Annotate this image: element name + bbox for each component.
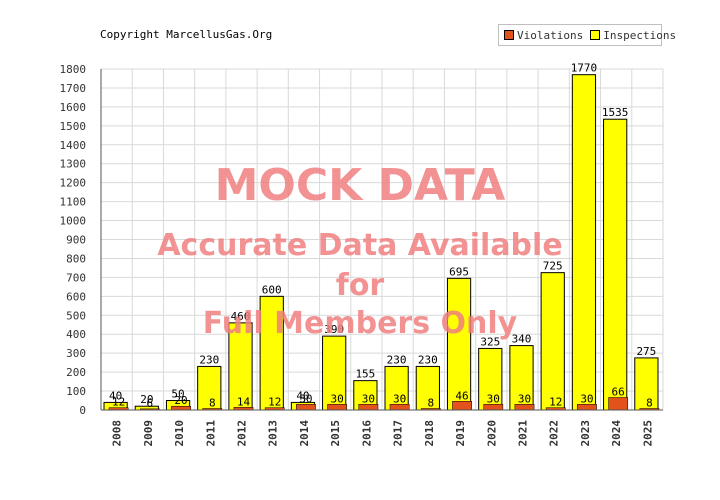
data-label-inspections: 230 <box>418 353 438 366</box>
data-label-inspections: 230 <box>387 353 407 366</box>
legend-swatch-inspections <box>590 30 601 40</box>
data-label-inspections: 50 <box>171 388 184 401</box>
legend-swatch-violations <box>504 30 514 40</box>
y-tick-label: 1500 <box>60 120 87 133</box>
data-label-violations: 46 <box>455 389 468 402</box>
data-label-inspections: 600 <box>262 283 282 296</box>
x-tick-label: 2008 <box>111 420 124 447</box>
y-tick-label: 1200 <box>60 177 87 190</box>
y-tick-label: 300 <box>66 347 86 360</box>
data-label-inspections: 275 <box>636 345 656 358</box>
data-label-inspections: 460 <box>231 310 251 323</box>
y-tick-label: 400 <box>66 328 86 341</box>
y-tick-label: 100 <box>66 385 86 398</box>
data-label-inspections: 1770 <box>571 62 598 75</box>
legend-item-violations: Violations <box>504 29 583 42</box>
data-label-violations: 12 <box>549 396 562 409</box>
data-label-violations: 20 <box>174 394 187 407</box>
data-label-inspections: 340 <box>512 333 532 346</box>
y-tick-label: 1700 <box>60 82 87 95</box>
bar-inspections <box>571 74 597 411</box>
x-tick-label: 2010 <box>173 420 186 447</box>
copyright-text: Copyright MarcellusGas.Org <box>100 28 273 41</box>
data-label-inspections: 695 <box>449 265 469 278</box>
legend-label-violations: Violations <box>517 28 584 42</box>
y-tick-label: 1100 <box>60 196 87 209</box>
data-label-violations: 30 <box>580 392 593 405</box>
y-tick-label: 800 <box>66 252 86 265</box>
x-tick-label: 2013 <box>267 420 280 447</box>
bar-inspections <box>540 272 565 411</box>
x-tick-label: 2017 <box>392 420 405 447</box>
data-label-inspections: 40 <box>296 389 309 402</box>
y-tick-label: 0 <box>79 404 86 417</box>
x-tick-label: 2016 <box>360 420 373 447</box>
y-tick-label: 700 <box>66 271 86 284</box>
x-tick-label: 2015 <box>329 420 342 447</box>
data-label-inspections: 20 <box>140 393 153 406</box>
data-label-violations: 66 <box>612 385 625 398</box>
x-tick-label: 2022 <box>548 420 561 447</box>
data-label-violations: 30 <box>331 392 344 405</box>
data-label-violations: 30 <box>393 392 406 405</box>
data-label-violations: 30 <box>518 392 531 405</box>
x-tick-label: 2018 <box>423 420 436 447</box>
data-label-inspections: 40 <box>109 389 122 402</box>
data-label-violations: 8 <box>428 396 435 409</box>
y-tick-label: 1000 <box>60 215 87 228</box>
bar-violations <box>452 401 472 411</box>
x-tick-label: 2024 <box>610 420 623 447</box>
legend-item-inspections: Inspections <box>590 29 676 42</box>
data-label-inspections: 1535 <box>602 106 629 119</box>
x-tick-label: 2025 <box>641 420 654 447</box>
bar-violations <box>608 397 629 411</box>
data-label-inspections: 325 <box>480 335 500 348</box>
y-tick-label: 1300 <box>60 158 87 171</box>
x-tick-label: 2021 <box>517 420 530 447</box>
bar-inspections <box>259 295 284 411</box>
x-tick-label: 2023 <box>579 420 592 447</box>
data-label-violations: 30 <box>299 392 312 405</box>
data-label-violations: 30 <box>487 392 500 405</box>
data-label-violations: 12 <box>268 396 281 409</box>
y-tick-label: 200 <box>66 366 86 379</box>
data-label-violations: 12 <box>112 396 125 409</box>
y-tick-label: 500 <box>66 309 86 322</box>
data-label-inspections: 155 <box>355 368 375 381</box>
y-tick-label: 1600 <box>60 101 87 114</box>
x-tick-label: 2009 <box>142 420 155 447</box>
data-label-inspections: 230 <box>199 353 219 366</box>
data-label-inspections: 390 <box>324 323 344 336</box>
y-tick-label: 1800 <box>60 63 87 76</box>
data-label-violations: 30 <box>362 392 375 405</box>
data-label-inspections: 725 <box>543 260 563 273</box>
data-label-violations: 8 <box>646 396 653 409</box>
bar-inspections <box>603 118 628 411</box>
x-tick-label: 2019 <box>454 420 467 447</box>
data-label-violations: 8 <box>209 396 216 409</box>
chart-legend: Violations Inspections <box>498 24 676 46</box>
data-label-violations: 6 <box>147 397 154 410</box>
x-tick-label: 2012 <box>236 420 249 447</box>
x-tick-label: 2020 <box>485 420 498 447</box>
y-tick-label: 900 <box>66 234 86 247</box>
data-label-violations: 14 <box>237 395 251 408</box>
x-tick-label: 2011 <box>204 420 217 447</box>
y-tick-label: 1400 <box>60 139 87 152</box>
x-tick-label: 2014 <box>298 420 311 447</box>
y-tick-label: 600 <box>66 290 86 303</box>
legend-label-inspections: Inspections <box>603 28 677 42</box>
